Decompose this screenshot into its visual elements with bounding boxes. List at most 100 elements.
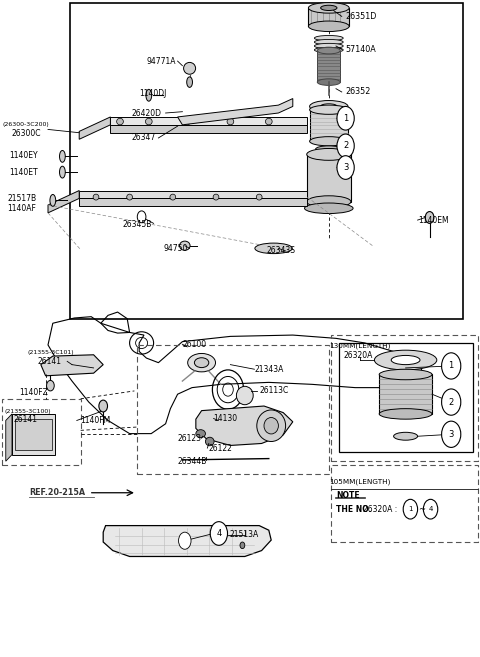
Text: NOTE: NOTE (336, 491, 360, 500)
Polygon shape (310, 110, 348, 141)
Text: 1140DJ: 1140DJ (139, 89, 167, 99)
Text: 4: 4 (428, 506, 433, 512)
Text: 1140EY: 1140EY (10, 151, 38, 160)
Polygon shape (309, 8, 349, 26)
Text: (21355-3C100): (21355-3C100) (5, 409, 51, 414)
Ellipse shape (184, 62, 196, 74)
Text: 26351D: 26351D (346, 12, 377, 21)
Ellipse shape (391, 355, 420, 365)
Ellipse shape (379, 369, 432, 380)
Text: 26345B: 26345B (122, 220, 152, 229)
Text: 26320A :: 26320A : (363, 505, 400, 514)
Text: 130MM(LENGTH): 130MM(LENGTH) (329, 342, 390, 349)
Ellipse shape (309, 3, 349, 13)
Text: 57140A: 57140A (346, 45, 376, 54)
Circle shape (425, 212, 434, 223)
Ellipse shape (394, 432, 418, 440)
Circle shape (137, 211, 146, 223)
Ellipse shape (317, 79, 340, 85)
Circle shape (337, 134, 354, 158)
Ellipse shape (188, 353, 216, 372)
Circle shape (337, 156, 354, 179)
Ellipse shape (310, 105, 348, 114)
Text: 14130: 14130 (214, 414, 238, 423)
Text: 26344B: 26344B (178, 457, 207, 466)
Circle shape (337, 106, 354, 130)
Ellipse shape (145, 118, 152, 125)
Ellipse shape (213, 194, 219, 200)
Ellipse shape (256, 194, 262, 200)
Circle shape (442, 353, 461, 379)
Ellipse shape (314, 47, 343, 53)
Circle shape (403, 499, 418, 519)
Text: (26300-3C200): (26300-3C200) (2, 122, 49, 127)
Ellipse shape (255, 243, 292, 254)
Ellipse shape (314, 43, 343, 49)
Text: 21343A: 21343A (254, 365, 284, 374)
Text: 26141: 26141 (37, 357, 61, 366)
Text: (21355-3C101): (21355-3C101) (28, 350, 74, 355)
Ellipse shape (307, 196, 351, 208)
Ellipse shape (117, 118, 123, 125)
Ellipse shape (374, 350, 437, 370)
Polygon shape (196, 406, 293, 445)
Polygon shape (103, 526, 271, 556)
Ellipse shape (127, 194, 132, 200)
Ellipse shape (184, 118, 191, 125)
Circle shape (210, 522, 228, 545)
Text: 1140FM: 1140FM (81, 416, 111, 425)
Polygon shape (48, 191, 79, 213)
Text: 26320A: 26320A (343, 351, 372, 360)
Polygon shape (178, 99, 293, 125)
Polygon shape (379, 374, 432, 414)
Polygon shape (41, 355, 103, 376)
Text: 2: 2 (449, 397, 454, 407)
Ellipse shape (196, 430, 205, 438)
Circle shape (47, 380, 54, 391)
Polygon shape (6, 414, 12, 461)
Circle shape (442, 389, 461, 415)
Text: 26347: 26347 (132, 133, 156, 143)
Polygon shape (110, 125, 307, 133)
Ellipse shape (379, 409, 432, 419)
Ellipse shape (307, 148, 351, 160)
Ellipse shape (310, 137, 348, 146)
Text: ~: ~ (419, 505, 426, 514)
Ellipse shape (236, 386, 253, 405)
Ellipse shape (257, 410, 286, 442)
Ellipse shape (187, 77, 192, 87)
Ellipse shape (316, 146, 342, 152)
Ellipse shape (60, 166, 65, 178)
Text: 94750: 94750 (163, 244, 188, 253)
Ellipse shape (227, 118, 234, 125)
Text: 1: 1 (408, 506, 413, 512)
Text: 3: 3 (448, 430, 454, 439)
Text: 26343S: 26343S (266, 246, 295, 256)
Circle shape (423, 499, 438, 519)
Polygon shape (307, 154, 351, 202)
Ellipse shape (205, 438, 214, 445)
Ellipse shape (170, 194, 176, 200)
Text: THE NO.: THE NO. (336, 505, 372, 514)
Text: 26141: 26141 (13, 415, 37, 424)
Text: 26352: 26352 (346, 87, 371, 97)
Ellipse shape (180, 241, 190, 250)
Text: 1: 1 (343, 114, 348, 123)
Text: 26123: 26123 (178, 434, 202, 443)
Polygon shape (110, 117, 307, 125)
Text: 1: 1 (449, 361, 454, 371)
Text: 26113C: 26113C (259, 386, 288, 396)
Polygon shape (79, 117, 110, 139)
Text: 3: 3 (343, 163, 348, 172)
Circle shape (179, 532, 191, 549)
Polygon shape (79, 198, 307, 206)
Ellipse shape (314, 35, 343, 41)
Ellipse shape (309, 21, 349, 32)
Ellipse shape (264, 418, 278, 434)
Text: 1140AF: 1140AF (7, 204, 36, 213)
Text: 21513A: 21513A (229, 530, 259, 539)
Ellipse shape (265, 118, 272, 125)
Text: 26420D: 26420D (132, 108, 162, 118)
Ellipse shape (146, 89, 152, 101)
Text: 4: 4 (216, 529, 221, 538)
